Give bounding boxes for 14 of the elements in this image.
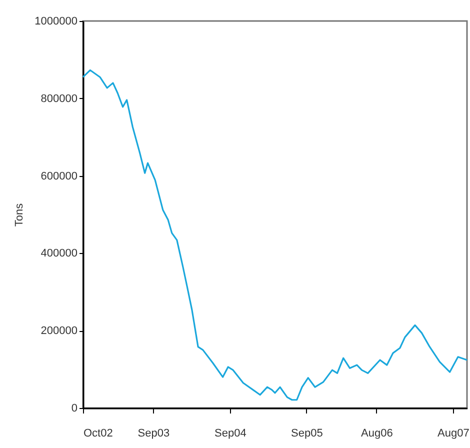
line-series <box>82 69 468 401</box>
y-tick-label: 1000000 <box>34 16 78 28</box>
x-tick-label: Sep03 <box>138 428 170 440</box>
x-tick-label: Aug07 <box>438 428 470 440</box>
y-tick-label: 400000 <box>40 248 78 260</box>
y-tick-label: 0 <box>71 402 78 414</box>
y-tick-label: 600000 <box>40 170 78 182</box>
x-tick-label: Oct02 <box>84 428 113 440</box>
y-axis-title: Tons <box>14 202 26 227</box>
x-tick-label: Sep04 <box>214 428 246 440</box>
x-tick-label: Aug06 <box>361 428 393 440</box>
x-tick-label: Sep05 <box>291 428 323 440</box>
y-tick-label: 200000 <box>40 325 78 338</box>
y-tick-label: 800000 <box>40 92 78 105</box>
